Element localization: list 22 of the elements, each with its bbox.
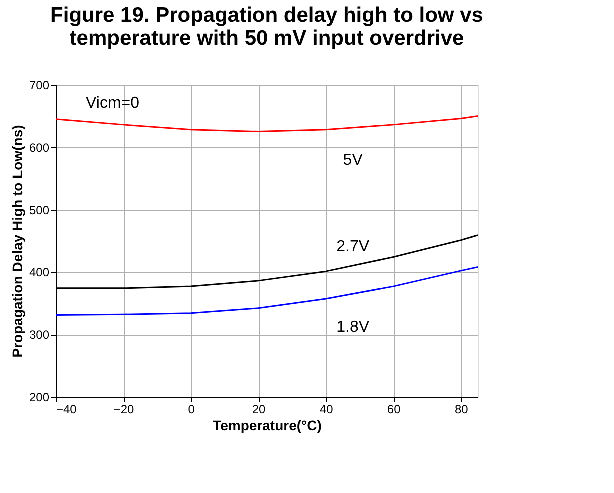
y-tick-label: 200 (29, 390, 50, 404)
annotation: Vicm=0 (86, 95, 140, 112)
chart-title: Figure 19. Propagation delay high to low vs temperature with 50 mV input overdrive (50, 4, 484, 50)
x-axis-title: Temperature(°C) (213, 418, 322, 434)
x-tick-label: 0 (188, 402, 196, 416)
x-tick-label: 80 (454, 402, 469, 416)
y-tick-label: 600 (29, 140, 50, 155)
line-series (55, 115, 479, 133)
y-tick-label: 300 (29, 328, 50, 342)
y-tick-label: 700 (29, 78, 50, 92)
line-series (55, 266, 479, 316)
series-label: 5V (343, 152, 364, 169)
y-tick-label: 400 (29, 266, 50, 280)
series-label: 2.7V (336, 238, 370, 256)
x-tick-label: 40 (320, 402, 334, 416)
x-tick-label: 20 (252, 402, 266, 416)
x-tick-label: −20 (114, 402, 135, 416)
y-axis-title: Propagation Delay High to Low(ns) (9, 125, 26, 358)
y-tick-label: 500 (29, 203, 50, 218)
series-label: 1.8V (336, 319, 370, 336)
x-tick-label: 60 (387, 402, 402, 416)
x-tick-label: −40 (56, 402, 78, 416)
